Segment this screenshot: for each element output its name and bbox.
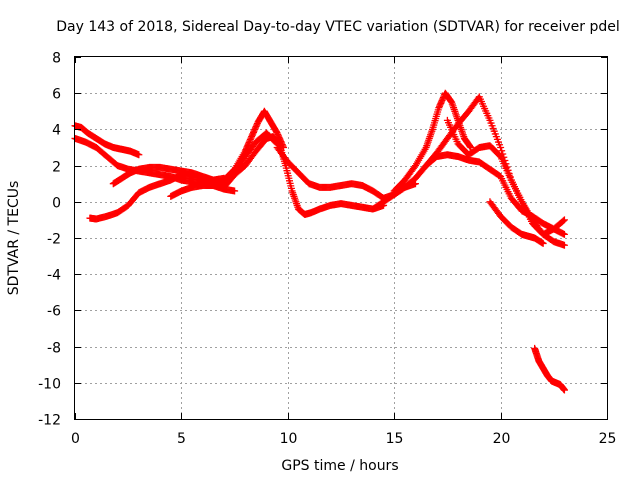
x-tick-label: 5 bbox=[177, 431, 186, 447]
data-point bbox=[135, 151, 143, 159]
series-arc-13 bbox=[486, 198, 547, 247]
data-point bbox=[497, 144, 505, 151]
x-tick-label: 25 bbox=[599, 431, 617, 447]
series-arc-10 bbox=[390, 89, 475, 195]
y-tick-label: -6 bbox=[47, 304, 61, 320]
y-tick-label: -2 bbox=[47, 232, 61, 248]
y-tick-label: -10 bbox=[38, 377, 61, 393]
y-tick-label: 6 bbox=[52, 87, 61, 103]
y-tick-label: 4 bbox=[52, 123, 61, 139]
y-tick-label: 8 bbox=[52, 51, 61, 67]
y-axis-label: SDTVAR / TECUs bbox=[6, 181, 22, 296]
series-arc-12 bbox=[443, 116, 568, 249]
data-point bbox=[560, 230, 568, 238]
x-tick-label: 10 bbox=[280, 431, 298, 447]
series-arc-14 bbox=[531, 344, 568, 394]
data-point bbox=[231, 187, 239, 195]
x-tick-label: 15 bbox=[386, 431, 404, 447]
series-arc-7 bbox=[231, 133, 388, 218]
y-tick-label: -4 bbox=[47, 268, 61, 284]
data-series bbox=[71, 89, 568, 394]
axis-ticks: 0 5 10 15 20 25 -12 -10 -8 -6 -4 -2 0 2 4 6 8 bbox=[38, 51, 616, 448]
y-tick-label: -12 bbox=[38, 413, 61, 429]
y-tick-label: -8 bbox=[47, 341, 61, 357]
series-arc-11 bbox=[422, 93, 568, 238]
data-point bbox=[560, 216, 568, 224]
x-axis-label: GPS time / hours bbox=[281, 458, 398, 474]
data-point bbox=[539, 239, 547, 247]
x-tick-label: 20 bbox=[493, 431, 511, 447]
series-arc-6 bbox=[199, 107, 288, 190]
x-tick-label: 0 bbox=[71, 431, 80, 447]
y-tick-label: 0 bbox=[52, 196, 61, 212]
series-arc-4 bbox=[109, 163, 228, 188]
plot-frame bbox=[74, 56, 608, 420]
data-point bbox=[498, 147, 506, 155]
data-point bbox=[560, 241, 568, 249]
y-tick-label: 2 bbox=[52, 160, 61, 176]
data-point bbox=[560, 386, 568, 394]
data-point bbox=[559, 217, 567, 225]
chart-title: Day 143 of 2018, Sidereal Day-to-day VTE… bbox=[56, 19, 620, 35]
